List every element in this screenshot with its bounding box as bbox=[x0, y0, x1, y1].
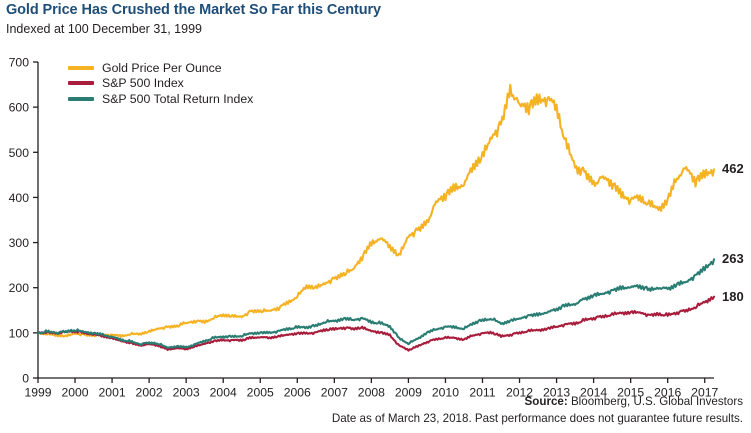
legend-swatch-sp500 bbox=[68, 81, 94, 86]
svg-text:2015: 2015 bbox=[617, 386, 644, 400]
svg-text:2008: 2008 bbox=[358, 386, 385, 400]
source-label: Source: bbox=[524, 395, 568, 408]
svg-text:200: 200 bbox=[9, 281, 30, 295]
legend-swatch-gold bbox=[68, 65, 94, 70]
chart-legend: Gold Price Per Ounce S&P 500 Index S&P 5… bbox=[68, 60, 253, 107]
svg-text:2007: 2007 bbox=[321, 386, 348, 400]
svg-text:2003: 2003 bbox=[173, 386, 200, 400]
svg-text:500: 500 bbox=[9, 146, 30, 160]
svg-text:2010: 2010 bbox=[432, 386, 459, 400]
series-layer bbox=[36, 83, 716, 352]
gold-end-value: 462 bbox=[722, 161, 744, 177]
page-title: Gold Price Has Crushed the Market So Far… bbox=[6, 2, 382, 18]
sp500-end-value: 180 bbox=[722, 288, 744, 304]
svg-text:2016: 2016 bbox=[654, 386, 681, 400]
legend-label-sp500-total-return: S&P 500 Total Return Index bbox=[102, 91, 254, 106]
svg-text:300: 300 bbox=[9, 236, 30, 250]
source-value: Bloomberg, U.S. Global Investors bbox=[567, 395, 743, 408]
svg-text:700: 700 bbox=[9, 56, 30, 70]
svg-text:2001: 2001 bbox=[99, 386, 126, 400]
svg-text:2011: 2011 bbox=[469, 386, 495, 400]
svg-text:1999: 1999 bbox=[24, 386, 51, 400]
chart-subtitle: Indexed at 100 December 31, 1999 bbox=[6, 22, 202, 36]
svg-text:2004: 2004 bbox=[210, 386, 237, 400]
svg-text:2017: 2017 bbox=[691, 386, 718, 400]
axes-layer: 0 100 200 300 400 500 600 700 1999 2000 2001 2002 20… bbox=[9, 56, 719, 400]
svg-text:2009: 2009 bbox=[395, 386, 422, 400]
legend-item-sp500: S&P 500 Index bbox=[68, 76, 253, 92]
svg-text:400: 400 bbox=[9, 191, 30, 205]
svg-text:100: 100 bbox=[9, 326, 30, 340]
svg-text:2014: 2014 bbox=[580, 386, 607, 400]
legend-label-gold: Gold Price Per Ounce bbox=[102, 60, 222, 75]
svg-text:2002: 2002 bbox=[136, 386, 163, 400]
svg-text:2006: 2006 bbox=[284, 386, 311, 400]
svg-text:2005: 2005 bbox=[247, 386, 274, 400]
svg-text:2013: 2013 bbox=[543, 386, 570, 400]
legend-swatch-sp500-total-return bbox=[68, 96, 94, 101]
legend-label-sp500: S&P 500 Index bbox=[102, 76, 184, 91]
legend-item-sp500-total-return: S&P 500 Total Return Index bbox=[68, 91, 253, 107]
disclaimer-line: Date as of March 23, 2018. Past performa… bbox=[331, 412, 743, 425]
svg-text:2012: 2012 bbox=[506, 386, 533, 400]
source-line: Source: Bloomberg, U.S. Global Investors bbox=[525, 395, 743, 408]
legend-item-gold: Gold Price Per Ounce bbox=[68, 60, 253, 76]
svg-text:2000: 2000 bbox=[61, 386, 88, 400]
svg-text:600: 600 bbox=[9, 101, 30, 115]
sp500tr-end-value: 263 bbox=[722, 251, 744, 267]
svg-text:0: 0 bbox=[22, 372, 29, 386]
